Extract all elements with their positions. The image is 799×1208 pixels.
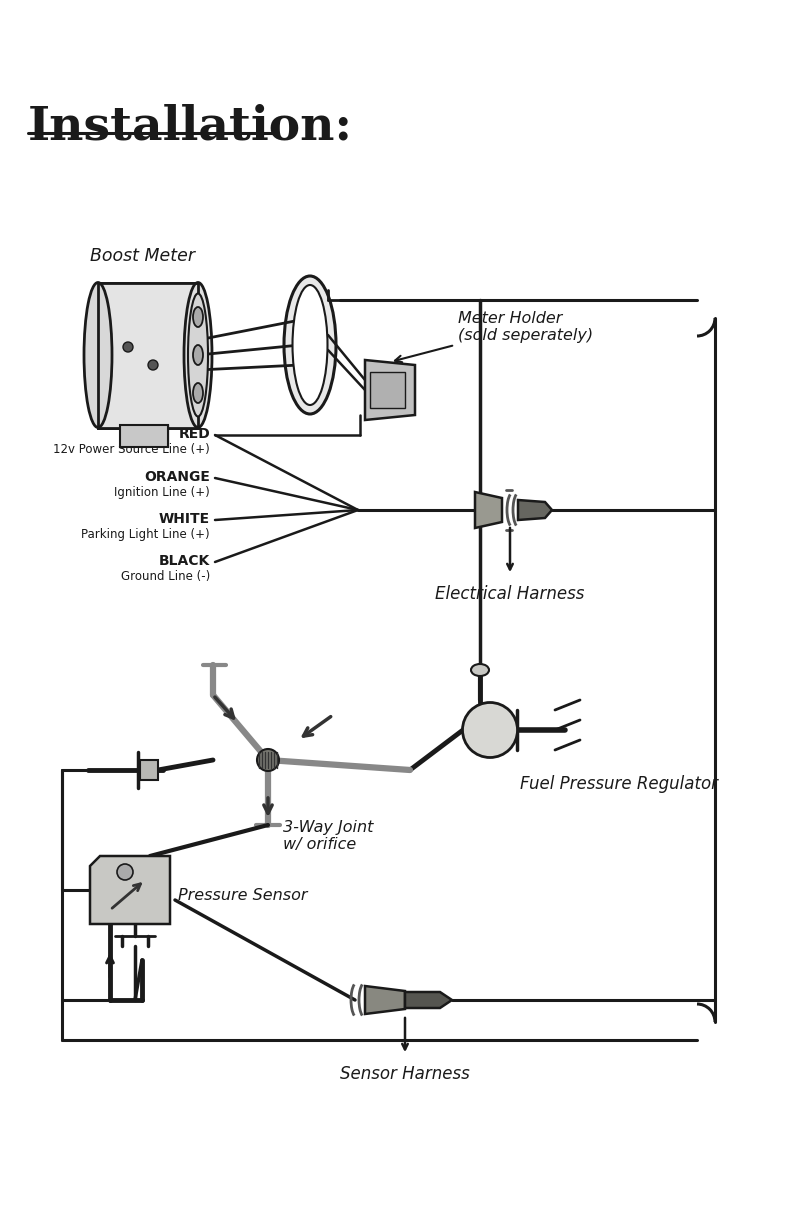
- Bar: [98, 283, 198, 428]
- Text: Fuel Pressure Regulator: Fuel Pressure Regulator: [520, 776, 718, 792]
- Polygon shape: [518, 500, 552, 519]
- Text: 12v Power Source Line (+): 12v Power Source Line (+): [54, 443, 210, 455]
- Text: Ground Line (-): Ground Line (-): [121, 570, 210, 583]
- Ellipse shape: [471, 664, 489, 676]
- Polygon shape: [405, 992, 452, 1007]
- Bar: [98, 283, 198, 428]
- Polygon shape: [475, 492, 502, 528]
- Text: RED: RED: [178, 426, 210, 441]
- Ellipse shape: [188, 294, 208, 417]
- Circle shape: [117, 864, 133, 879]
- Text: Meter Holder
(sold seperately): Meter Holder (sold seperately): [458, 310, 593, 343]
- Text: Sensor Harness: Sensor Harness: [340, 1065, 470, 1084]
- Circle shape: [148, 360, 158, 370]
- Ellipse shape: [463, 703, 518, 757]
- Text: Installation:: Installation:: [28, 103, 353, 149]
- Polygon shape: [365, 360, 415, 420]
- Ellipse shape: [292, 285, 328, 405]
- Text: BLACK: BLACK: [159, 554, 210, 568]
- Bar: [98, 283, 198, 428]
- Ellipse shape: [284, 275, 336, 414]
- Ellipse shape: [84, 283, 112, 428]
- Text: WHITE: WHITE: [159, 512, 210, 525]
- Circle shape: [123, 342, 133, 352]
- Text: ORANGE: ORANGE: [144, 470, 210, 484]
- Ellipse shape: [193, 307, 203, 327]
- Polygon shape: [365, 986, 405, 1014]
- Bar: [120, 425, 168, 447]
- Text: Electrical Harness: Electrical Harness: [435, 585, 585, 603]
- Text: Parking Light Line (+): Parking Light Line (+): [81, 528, 210, 541]
- Text: Boost Meter: Boost Meter: [90, 246, 195, 265]
- Bar: [140, 760, 158, 780]
- Ellipse shape: [257, 749, 279, 771]
- Text: 3-Way Joint
w/ orifice: 3-Way Joint w/ orifice: [283, 820, 373, 853]
- Ellipse shape: [193, 383, 203, 403]
- Bar: [370, 372, 405, 408]
- Ellipse shape: [193, 345, 203, 365]
- Text: Ignition Line (+): Ignition Line (+): [114, 486, 210, 499]
- Polygon shape: [90, 856, 170, 924]
- Ellipse shape: [184, 283, 212, 428]
- Text: Pressure Sensor: Pressure Sensor: [178, 888, 308, 902]
